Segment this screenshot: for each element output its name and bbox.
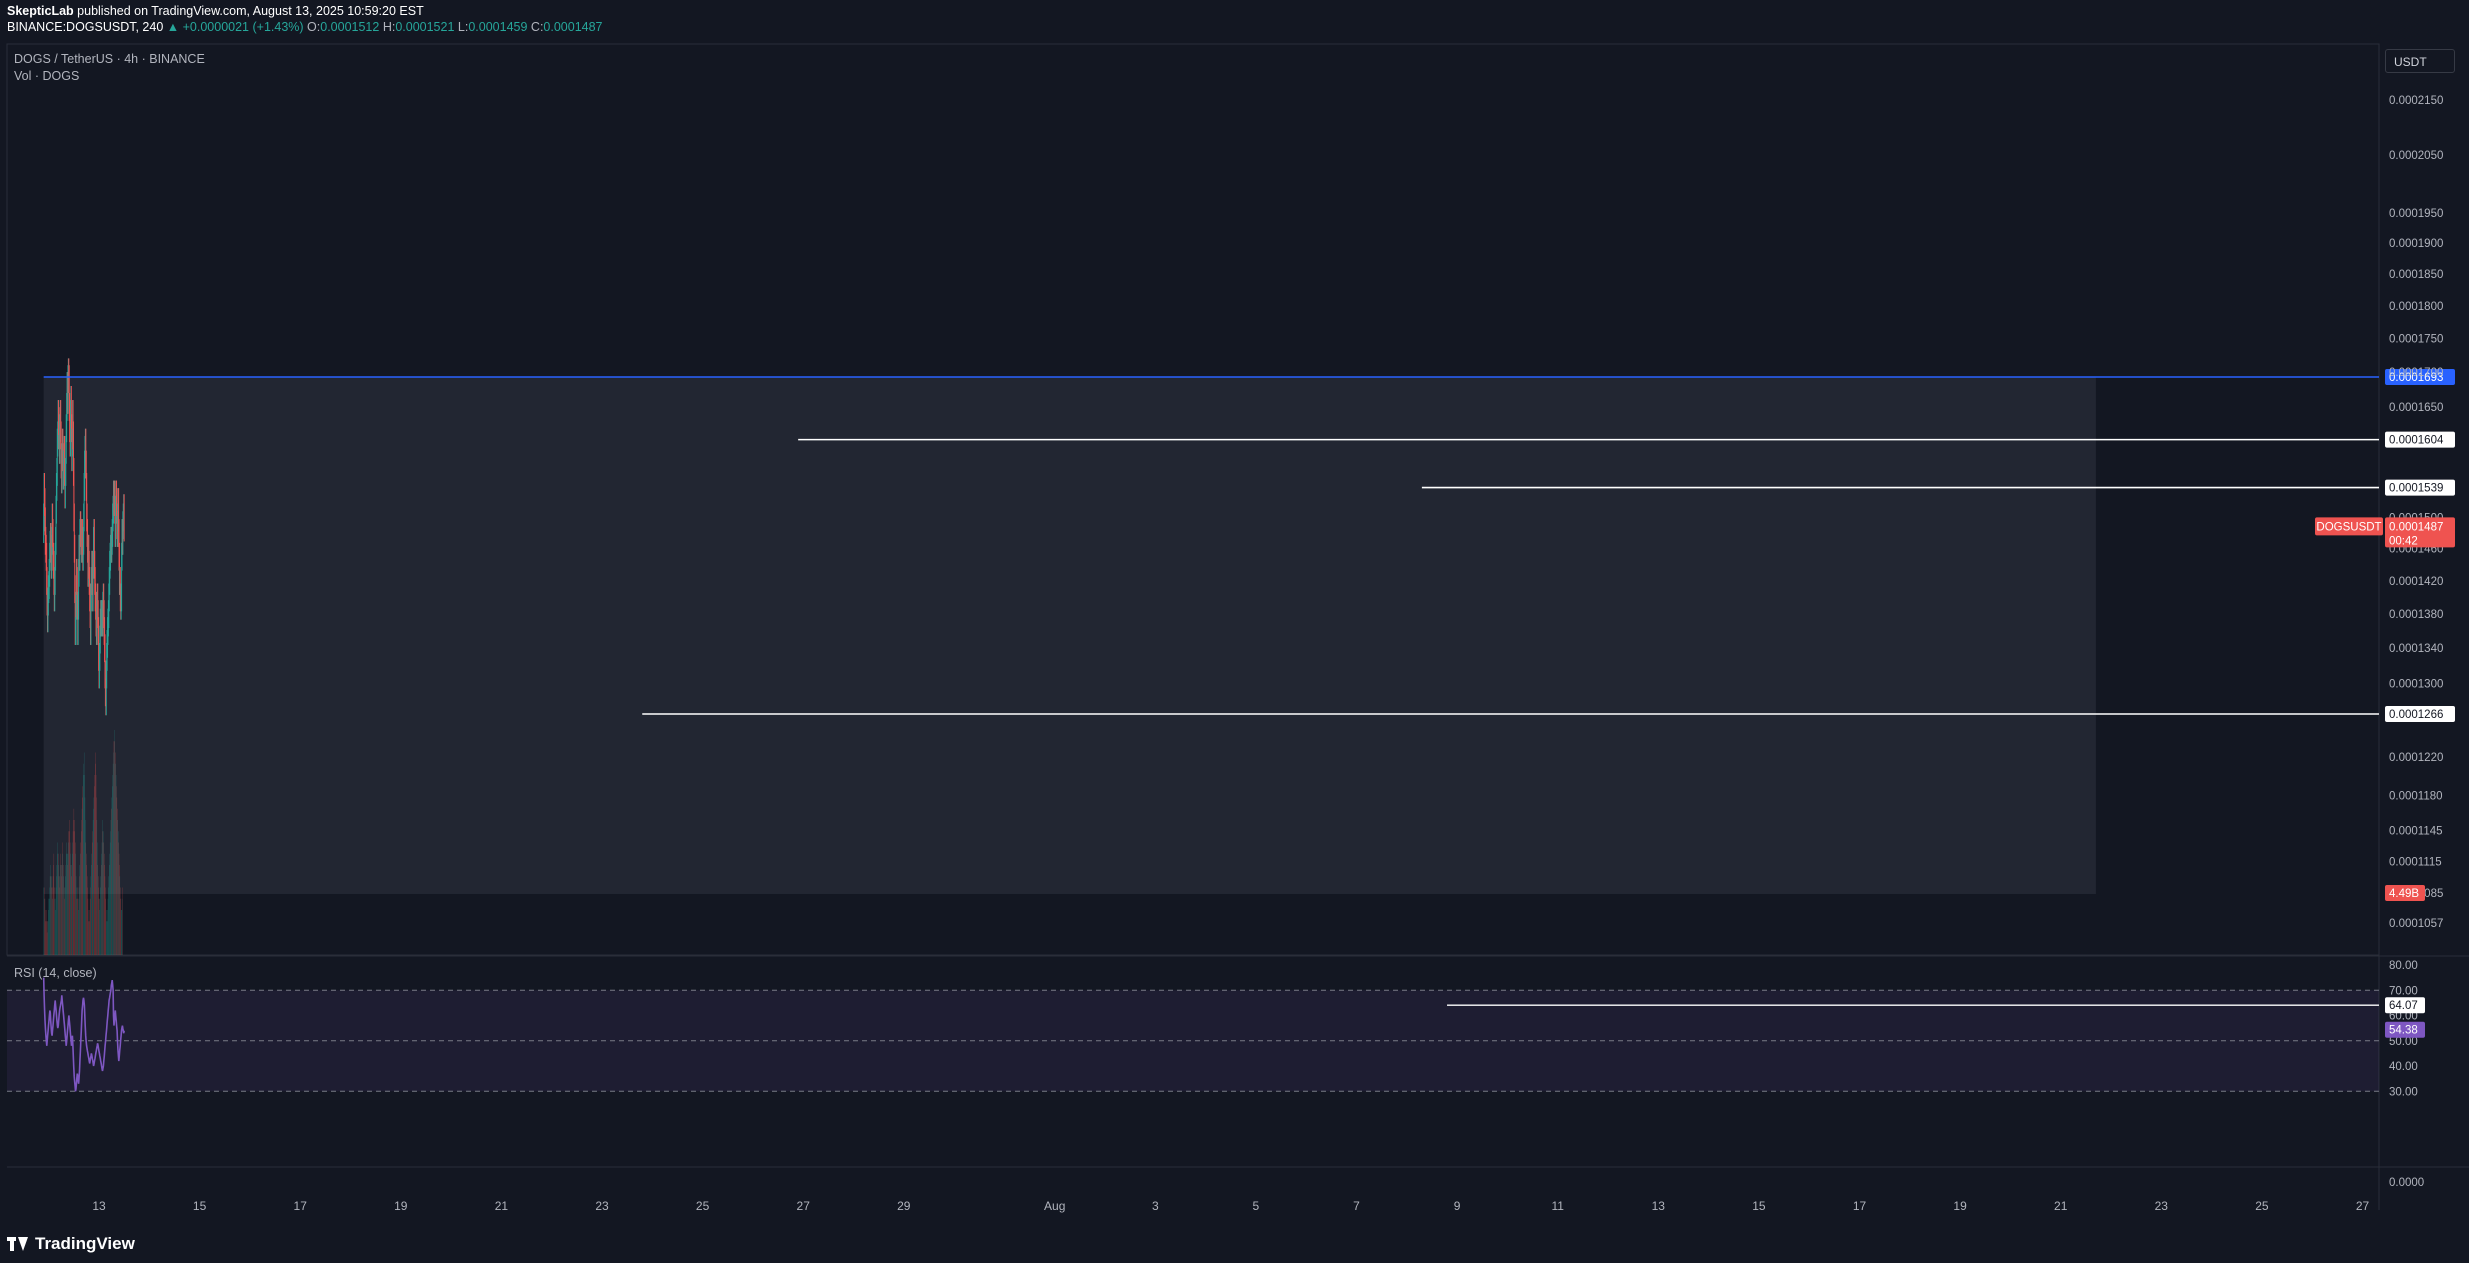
high-label: H: (382, 20, 396, 34)
volume-tag-text: 4.49B (2389, 888, 2419, 900)
price-tick-label: 0.0001057 (2389, 918, 2443, 930)
level-price-tag (2385, 706, 2455, 722)
time-tick-label: 25 (696, 1199, 710, 1213)
time-tick-label: 15 (193, 1199, 207, 1213)
rsi-tick-label: 0.0000 (2389, 1177, 2424, 1189)
rsi-label: RSI (14, close) (14, 966, 97, 980)
price-tick-label: 0.0001300 (2389, 678, 2443, 690)
publish-line: SkepticLab published on TradingView.com,… (7, 4, 424, 18)
low-label: L: (457, 20, 469, 34)
time-tick-label: 17 (1853, 1199, 1867, 1213)
close-value: 0.0001487 (543, 20, 603, 34)
last-price-tag (2385, 517, 2455, 548)
rsi-band (7, 990, 2379, 1092)
time-tick-label: 23 (2155, 1199, 2169, 1213)
rsi-tick-label: 80.00 (2389, 960, 2418, 972)
close-label: C: (530, 20, 544, 34)
tradingview-logo[interactable]: TradingView (7, 1234, 135, 1254)
time-tick-label: 27 (2356, 1199, 2370, 1213)
rsi-level-text: 64.07 (2389, 1000, 2418, 1012)
symbol-line: BINANCE:DOGSUSDT, 240 (7, 20, 164, 34)
price-tick-label: 0.0001420 (2389, 576, 2443, 588)
price-tick-label: 0.0001850 (2389, 269, 2443, 281)
rsi-tick-label: 60.00 (2389, 1011, 2418, 1023)
time-tick-label: Aug (1044, 1199, 1065, 1213)
price-tick-label: 0.0001220 (2389, 752, 2443, 764)
price-tick-label: 0.0001115 (2389, 856, 2442, 868)
rsi-current-text: 54.38 (2389, 1025, 2418, 1037)
time-tick-label: 7 (1353, 1199, 1360, 1213)
range-box (43, 377, 2096, 894)
price-tick-label: 0.0001950 (2389, 208, 2443, 220)
currency-button[interactable]: USDT (2385, 49, 2455, 73)
time-tick-label: 11 (1551, 1199, 1564, 1213)
symbol-tag (2315, 517, 2383, 536)
publish-info: published on TradingView.com, August 13,… (77, 4, 424, 18)
price-tick-label: 0.0001145 (2389, 825, 2443, 837)
rsi-line (42, 977, 125, 1092)
price-tick-label: 0.0001650 (2389, 402, 2443, 414)
volume-label: Vol · DOGS (14, 69, 80, 83)
price-tick-label: 0.0001180 (2389, 791, 2443, 803)
volume-tag (2385, 885, 2425, 901)
rsi-tick-label: 50.00 (2389, 1036, 2418, 1048)
level-price-text: 0.0001693 (2389, 372, 2443, 384)
time-tick-label: 21 (2054, 1199, 2068, 1213)
open-value: 0.0001512 (320, 20, 380, 34)
price-tick-label: 0.0002150 (2389, 95, 2443, 107)
rsi-tick-label: 40.00 (2389, 1061, 2418, 1073)
time-tick-label: 19 (1953, 1199, 1967, 1213)
brand-name: TradingView (35, 1234, 135, 1253)
tv-icon (7, 1237, 29, 1251)
time-tick-label: 29 (897, 1199, 911, 1213)
high-value: 0.0001521 (395, 20, 455, 34)
time-tick-label: 19 (394, 1199, 408, 1213)
time-tick-label: 15 (1752, 1199, 1766, 1213)
price-tick-label: 0.0001380 (2389, 609, 2443, 621)
last-price-text: 0.0001487 (2389, 521, 2443, 533)
time-tick-label: 17 (294, 1199, 308, 1213)
symbol-tag-text: DOGSUSDT (2316, 521, 2381, 533)
time-tick-label: 27 (797, 1199, 811, 1213)
chart-title: DOGS / TetherUS · 4h · BINANCE (14, 52, 205, 66)
level-price-tag (2385, 479, 2455, 496)
price-tick-label: 0.0001800 (2389, 301, 2443, 313)
level-price-tag (2385, 369, 2455, 385)
price-tick-label: 0.0001900 (2389, 238, 2443, 250)
price-tick-label: 0.0001340 (2389, 643, 2443, 655)
level-price-text: 0.0001604 (2389, 435, 2444, 447)
price-tick-label: 0.0002050 (2389, 150, 2443, 162)
price-tick-label: 0.0001750 (2389, 334, 2443, 346)
time-tick-label: 5 (1253, 1199, 1260, 1213)
level-price-text: 0.0001539 (2389, 483, 2443, 495)
price-tick-label: 0.0001700 (2389, 367, 2443, 379)
low-value: 0.0001459 (468, 20, 528, 34)
time-tick-label: 21 (495, 1199, 509, 1213)
time-tick-label: 25 (2255, 1199, 2269, 1213)
countdown-text: 00:42 (2389, 535, 2418, 547)
rsi-tick-label: 70.00 (2389, 985, 2418, 997)
level-price-text: 0.0001266 (2389, 709, 2443, 721)
time-tick-label: 3 (1152, 1199, 1159, 1213)
time-tick-label: 13 (1652, 1199, 1666, 1213)
price-change: ▲ +0.0000021 (+1.43%) (166, 20, 304, 34)
time-tick-label: 13 (92, 1199, 106, 1213)
rsi-level-tag (2385, 997, 2425, 1014)
ohlc-line: BINANCE:DOGSUSDT, 240 ▲ +0.0000021 (+1.4… (7, 20, 603, 34)
time-tick-label: 9 (1454, 1199, 1461, 1213)
time-tick-label: 23 (595, 1199, 609, 1213)
rsi-tick-label: 30.00 (2389, 1086, 2418, 1098)
author-name[interactable]: SkepticLab (7, 4, 74, 18)
open-label: O: (307, 20, 321, 34)
level-price-tag (2385, 431, 2455, 448)
rsi-current-tag (2385, 1021, 2425, 1038)
